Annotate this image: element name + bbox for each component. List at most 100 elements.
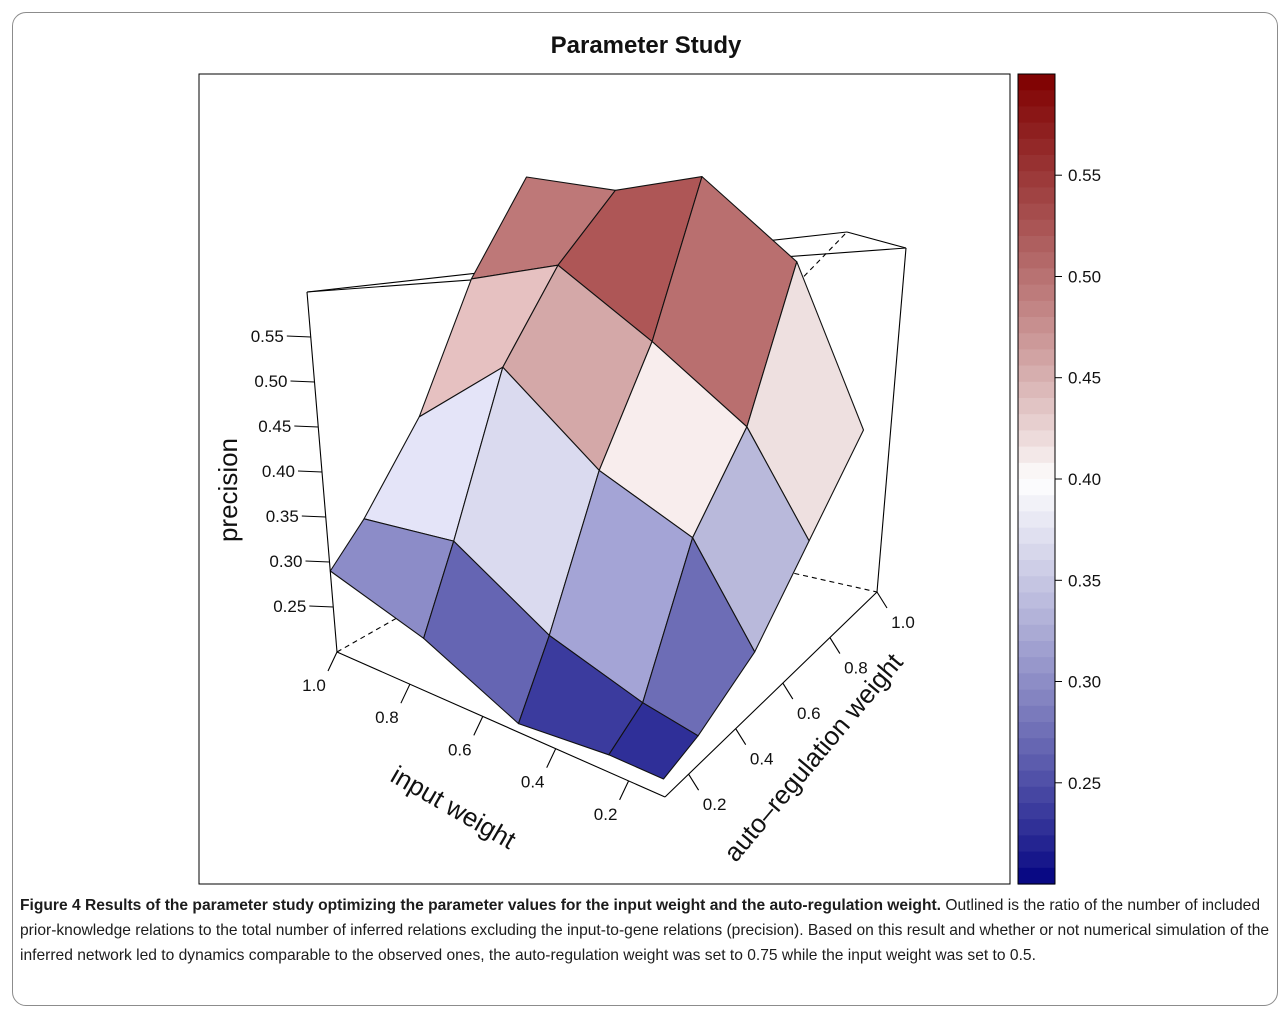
x-tick-label: 0.4: [521, 773, 545, 792]
y-tick-mark: [829, 637, 841, 654]
z-tick-label: 0.55: [251, 327, 284, 346]
colorbar-swatch: [1018, 284, 1055, 302]
z-tick-mark: [297, 470, 323, 473]
colorbar-tick-label: 0.25: [1068, 774, 1101, 793]
colorbar-swatch: [1018, 738, 1055, 755]
box-front-edge: [664, 591, 878, 798]
y-tick-label: 0.2: [703, 795, 727, 814]
colorbar-swatch: [1018, 381, 1055, 399]
z-tick-label: 0.25: [273, 597, 306, 616]
colorbar-swatch: [1018, 624, 1055, 642]
colorbar: 0.25 0.30 0.35 0.40 0.45 0.50 0.55: [1017, 73, 1101, 885]
colorbar-swatch: [1018, 511, 1055, 529]
colorbar-swatch: [1018, 754, 1055, 772]
x-tick-mark: [546, 748, 557, 768]
colorbar-swatch: [1018, 446, 1055, 464]
colorbar-swatch: [1018, 527, 1055, 545]
x-tick-mark: [327, 651, 338, 672]
z-tick-label: 0.50: [254, 372, 287, 391]
y-axis-label: auto–regulation weight: [718, 647, 910, 867]
colorbar-swatch: [1018, 867, 1055, 885]
z-tick-label: 0.30: [269, 552, 302, 571]
colorbar-swatch: [1018, 495, 1055, 512]
colorbar-swatch: [1018, 74, 1055, 91]
z-tick-label: 0.40: [262, 462, 295, 481]
colorbar-swatch: [1018, 835, 1055, 853]
z-tick-mark: [309, 605, 334, 608]
surface-facet: [608, 702, 699, 780]
colorbar-tick-label: 0.40: [1068, 470, 1101, 489]
chart-title: Parameter Study: [551, 32, 742, 59]
colorbar-swatch: [1018, 171, 1055, 188]
box-top-edge: [846, 231, 907, 249]
x-tick-label: 0.8: [375, 708, 399, 727]
box-front-edge: [336, 651, 666, 798]
z-axis-label: precision: [213, 438, 243, 542]
colorbar-swatch: [1018, 414, 1055, 431]
colorbar-swatch: [1018, 90, 1055, 107]
colorbar-swatch: [1018, 786, 1055, 804]
colorbar-swatch: [1018, 851, 1055, 869]
colorbar-swatch: [1018, 705, 1055, 723]
colorbar-tick-label: 0.55: [1068, 166, 1101, 185]
colorbar-swatch: [1018, 430, 1055, 448]
x-tick-label: 1.0: [302, 676, 326, 695]
y-tick-mark: [876, 591, 888, 609]
z-tick-mark: [305, 560, 330, 563]
colorbar-swatch: [1018, 803, 1055, 820]
y-tick-mark: [782, 682, 794, 700]
colorbar-swatch: [1018, 770, 1055, 788]
y-tick-mark: [688, 773, 700, 791]
z-tick-mark: [286, 335, 311, 338]
colorbar-swatch: [1018, 349, 1055, 367]
caption-body: Outlined is the ratio of the number of i…: [20, 897, 1270, 964]
caption-head: Figure 4 Results of the parameter study …: [20, 897, 942, 914]
y-tick-label: 0.8: [844, 659, 868, 678]
y-tick-mark: [735, 728, 747, 745]
colorbar-tick-label: 0.35: [1068, 571, 1101, 590]
colorbar-tick-label: 0.30: [1068, 673, 1101, 692]
surface-plot: Parameter Study 0.25 0.30 0.35 0.40 0.45 0.50…: [198, 32, 1101, 885]
colorbar-swatch: [1018, 641, 1055, 658]
colorbar-swatch: [1018, 300, 1055, 318]
x-tick-mark: [619, 780, 630, 801]
colorbar-swatch: [1018, 608, 1055, 626]
colorbar-tick-label: 0.45: [1068, 369, 1101, 388]
colorbar-swatch: [1018, 219, 1055, 237]
axes: 0.25 0.30 0.35 0.40 0.45 0.50 0.55 0.2 0.4 0.6 0.8…: [251, 327, 915, 824]
colorbar-swatch: [1018, 673, 1055, 691]
x-tick-label: 0.6: [448, 740, 472, 759]
z-tick-label: 0.45: [258, 417, 291, 436]
colorbar-swatch: [1018, 657, 1055, 674]
z-tick-mark: [301, 515, 326, 518]
colorbar-swatch: [1018, 462, 1055, 480]
colorbar-swatch: [1018, 236, 1055, 253]
surface: [329, 176, 865, 780]
y-tick-label: 0.4: [750, 750, 774, 769]
colorbar-swatch: [1018, 138, 1055, 156]
x-tick-label: 0.2: [594, 805, 618, 824]
colorbar-tick-label: 0.50: [1068, 268, 1101, 287]
z-tick-label: 0.35: [266, 507, 299, 526]
colorbar-swatch: [1018, 819, 1055, 836]
box-front-edge: [876, 247, 907, 593]
colorbar-swatch: [1018, 155, 1055, 172]
figure-frame: [12, 12, 1278, 1006]
x-tick-mark: [473, 716, 484, 736]
box-hidden-edge: [565, 521, 878, 593]
colorbar-swatch: [1018, 722, 1055, 739]
y-tick-label: 1.0: [891, 613, 915, 632]
colorbar-swatch: [1018, 106, 1055, 124]
z-tick-mark: [290, 380, 315, 383]
colorbar-swatch: [1018, 592, 1055, 610]
colorbar-swatch: [1018, 122, 1055, 140]
colorbar-swatch: [1018, 543, 1055, 561]
colorbar-swatch: [1018, 187, 1055, 205]
colorbar-swatch: [1018, 333, 1055, 350]
colorbar-swatch: [1018, 689, 1055, 707]
colorbar-swatch: [1018, 479, 1055, 496]
colorbar-swatch: [1018, 560, 1055, 577]
y-tick-label: 0.6: [797, 704, 821, 723]
figure-caption: Figure 4 Results of the parameter study …: [20, 893, 1278, 968]
z-tick-mark: [294, 425, 319, 428]
